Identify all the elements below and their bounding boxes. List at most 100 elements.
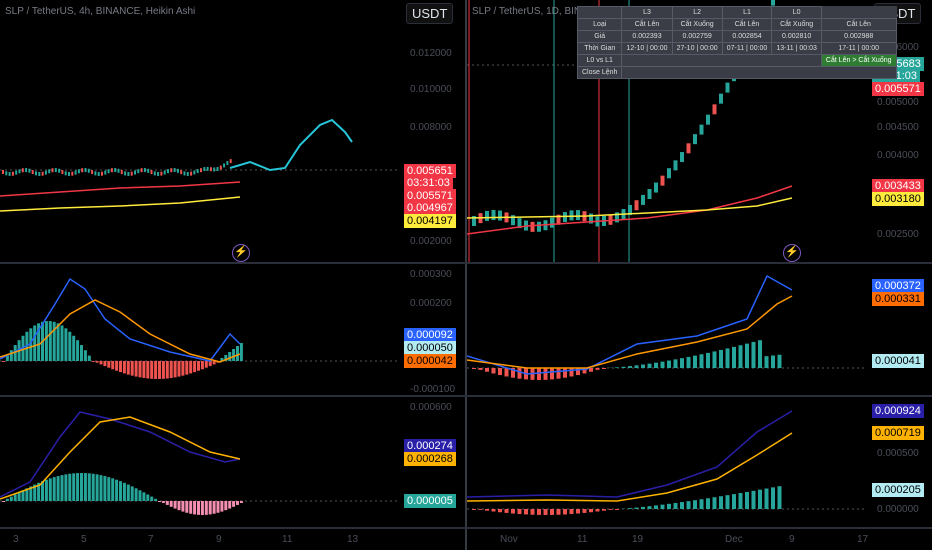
candle	[686, 143, 691, 154]
right-bolt-icon[interactable]: ⚡	[783, 244, 801, 262]
candle	[213, 167, 216, 172]
candle	[11, 171, 14, 176]
histogram-bar	[530, 509, 535, 515]
histogram-bar	[537, 368, 541, 380]
candle	[186, 171, 189, 176]
left-axis-label: 0.010000	[410, 84, 452, 95]
histogram-bar	[33, 484, 37, 501]
right-time-axis[interactable]: Nov 11 19 Dec 9 17	[467, 529, 932, 550]
histogram-bar	[582, 509, 587, 513]
left-bolt-icon[interactable]: ⚡	[232, 244, 250, 262]
left-osc1-axis-label: 0.000300	[410, 269, 452, 280]
histogram-bar	[634, 365, 639, 368]
candle	[160, 171, 163, 176]
right-time-label: Nov	[500, 534, 518, 545]
candle	[190, 171, 193, 176]
stats-row: Giá 0.002393 0.002759 0.002854 0.002810 …	[576, 30, 897, 43]
left-osc2-a-label: 0.000274	[404, 439, 456, 453]
candle	[173, 168, 176, 173]
histogram-bar	[189, 501, 193, 514]
histogram-bar	[83, 473, 87, 501]
histogram-bar	[563, 368, 567, 378]
candle	[97, 171, 100, 176]
histogram-bar	[68, 331, 72, 361]
oscillator-line-blue	[0, 411, 241, 498]
histogram-bar	[478, 368, 483, 370]
vertical-separator[interactable]	[465, 0, 467, 550]
candle	[719, 93, 723, 104]
histogram-bar	[725, 495, 730, 509]
candle	[81, 168, 84, 173]
candle	[124, 171, 127, 176]
histogram-bar	[220, 358, 224, 361]
candle	[28, 168, 31, 173]
histogram-bar	[56, 476, 60, 501]
right-osc2-pane[interactable]: 0.000500 0.000000 0.000924 0.000719 0.00…	[467, 397, 932, 527]
histogram-bar	[615, 509, 619, 510]
candle	[673, 160, 678, 171]
stats-cell: Cắt Lên	[721, 18, 773, 31]
histogram-bar	[204, 361, 208, 368]
histogram-bar	[13, 494, 17, 501]
histogram-bar	[764, 488, 769, 509]
candle	[180, 170, 183, 175]
candle	[550, 217, 554, 228]
histogram-bar	[504, 368, 509, 377]
histogram-bar	[511, 368, 515, 378]
histogram-bar	[758, 340, 762, 368]
left-osc1-b-label: 0.000050	[404, 341, 456, 355]
histogram-bar	[177, 501, 181, 511]
stats-header-cell: L0	[771, 6, 822, 19]
left-osc1-a-label: 0.000092	[404, 328, 456, 342]
candle	[94, 171, 97, 176]
histogram-bar	[745, 491, 749, 509]
histogram-bar	[138, 361, 142, 378]
histogram-bar	[99, 361, 103, 365]
histogram-bar	[667, 503, 671, 509]
histogram-bar	[169, 501, 173, 507]
horizontal-separator[interactable]	[0, 395, 932, 397]
histogram-bar	[126, 361, 130, 375]
right-osc1-pane[interactable]: 0.000200 0.000372 0.000331 0.000041	[467, 264, 932, 395]
candle	[54, 168, 57, 173]
left-main-pane[interactable]: SLP / TetherUS, 4h, BINANCE, Heikin Ashi…	[0, 0, 465, 262]
left-osc2-pane[interactable]: 0.000600 0.000274 0.000268 0.000005	[0, 397, 465, 527]
histogram-bar	[719, 349, 723, 368]
left-chart-title: SLP / TetherUS, 4h, BINANCE, Heikin Ashi	[5, 6, 196, 17]
histogram-bar	[204, 501, 208, 515]
left-currency-button[interactable]: USDT	[406, 3, 454, 24]
histogram-bar	[478, 509, 483, 510]
histogram-bar	[122, 482, 126, 501]
left-time-axis[interactable]: 3 5 7 9 11 13	[0, 529, 465, 550]
histogram-bar	[72, 473, 76, 501]
candle	[556, 214, 561, 225]
histogram-bar	[634, 507, 639, 509]
histogram-bar	[758, 489, 762, 509]
histogram-bar	[517, 509, 522, 515]
stats-cell: Cắt Xuống	[671, 18, 723, 31]
candle	[569, 210, 574, 221]
right-axis-label: 0.004500	[877, 122, 919, 133]
histogram-bar	[76, 340, 80, 361]
candle	[699, 124, 704, 135]
histogram-bar	[498, 368, 502, 376]
candle	[127, 171, 130, 176]
candle	[511, 215, 515, 226]
stats-row: Close Lệnh	[576, 66, 897, 79]
candle	[117, 168, 120, 173]
candle	[200, 168, 202, 173]
candle	[107, 169, 110, 174]
stats-cell: Loại	[576, 18, 623, 31]
histogram-bar	[641, 364, 645, 368]
candle	[660, 175, 665, 186]
histogram-bar	[197, 361, 200, 371]
horizontal-separator[interactable]	[0, 262, 932, 264]
histogram-bar	[712, 351, 717, 368]
oscillator-line-orange	[0, 299, 241, 363]
horizontal-separator[interactable]	[0, 527, 932, 529]
ma-line-red	[467, 185, 793, 235]
oscillator-line-blue	[467, 274, 793, 375]
histogram-bar	[99, 475, 103, 501]
stats-cell: 27-10 | 00:00	[671, 42, 723, 55]
left-osc1-pane[interactable]: 0.000300 0.000200 -0.000100 0.000092 0.0…	[0, 264, 465, 395]
